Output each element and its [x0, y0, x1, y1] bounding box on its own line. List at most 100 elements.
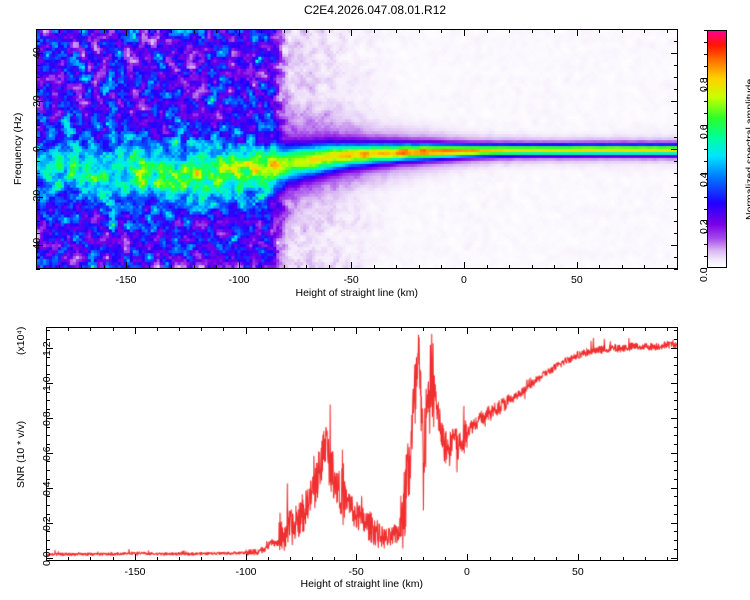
snr-x-minor-tick: [401, 327, 402, 331]
snr-x-minor-tick: [157, 327, 158, 331]
spectrogram-x-major-tick: [126, 262, 127, 269]
spectrogram-x-minor-tick: [261, 29, 262, 33]
spectrogram-x-minor-tick: [441, 265, 442, 269]
snr-x-minor-tick: [379, 327, 380, 331]
snr-x-minor-tick: [46, 557, 47, 561]
spectrogram-x-minor-tick: [171, 265, 172, 269]
snr-x-minor-tick: [290, 557, 291, 561]
colorbar-minor-tick: [704, 89, 707, 90]
colorbar-minor-tick: [704, 209, 707, 210]
snr-x-minor-tick: [645, 327, 646, 331]
spectrogram-y-minor-tick: [36, 137, 40, 138]
spectrogram-y-minor-tick: [674, 41, 678, 42]
snr-y-minor-tick: [46, 540, 50, 541]
spectrogram-x-major-tick: [239, 29, 240, 36]
snr-panel: [46, 327, 678, 561]
spectrogram-y-minor-tick: [36, 233, 40, 234]
spectrogram-y-minor-tick: [36, 113, 40, 114]
spectrogram-y-minor-tick: [36, 209, 40, 210]
snr-y-minor-tick: [46, 392, 50, 393]
spectrogram-x-minor-tick: [149, 29, 150, 33]
snr-y-major-tick: [671, 348, 678, 349]
spectrogram-y-minor-tick: [36, 161, 40, 162]
snr-x-minor-tick: [512, 327, 513, 331]
snr-y-minor-tick: [674, 470, 678, 471]
snr-x-minor-tick: [312, 557, 313, 561]
snr-y-minor-tick: [674, 330, 678, 331]
spectrogram-y-major-tick: [671, 197, 678, 198]
snr-y-minor-tick: [674, 444, 678, 445]
spectrogram-x-minor-tick: [667, 29, 668, 33]
spectrogram-y-minor-tick: [674, 257, 678, 258]
spectrogram-x-minor-tick: [599, 265, 600, 269]
snr-y-minor-tick: [674, 505, 678, 506]
snr-x-minor-tick: [423, 557, 424, 561]
snr-x-minor-tick: [68, 557, 69, 561]
spectrogram-x-minor-tick: [532, 265, 533, 269]
snr-y-minor-tick: [674, 435, 678, 436]
spectrogram-y-major-tick: [36, 101, 43, 102]
spectrogram-y-major-tick: [36, 53, 43, 54]
spectrogram-x-minor-tick: [194, 265, 195, 269]
spectrogram-x-major-tick: [577, 262, 578, 269]
colorbar-major-tick: [701, 173, 707, 174]
colorbar-minor-tick: [704, 185, 707, 186]
spectrogram-y-tick-label: 20: [31, 95, 43, 107]
snr-x-major-tick: [578, 327, 579, 334]
snr-y-minor-tick: [674, 392, 678, 393]
snr-y-minor-tick: [674, 514, 678, 515]
snr-y-major-tick: [671, 383, 678, 384]
spectrogram-x-minor-tick: [306, 29, 307, 33]
spectrogram-x-minor-tick: [59, 29, 60, 33]
snr-x-minor-tick: [113, 557, 114, 561]
colorbar-tick-label: 0.6: [698, 124, 710, 139]
spectrogram-x-minor-tick: [419, 265, 420, 269]
snr-x-major-tick: [135, 554, 136, 561]
snr-y-minor-tick: [46, 470, 50, 471]
spectrogram-x-minor-tick: [509, 29, 510, 33]
snr-x-minor-tick: [534, 557, 535, 561]
snr-y-major-tick: [46, 558, 53, 559]
spectrogram-y-minor-tick: [36, 29, 40, 30]
snr-x-minor-tick: [179, 327, 180, 331]
snr-y-tick-label: 0.2: [41, 515, 53, 531]
spectrogram-y-minor-tick: [36, 89, 40, 90]
snr-y-tick-label: 1.2: [41, 340, 53, 356]
spectrogram-x-minor-tick: [329, 29, 330, 33]
snr-x-minor-tick: [556, 557, 557, 561]
snr-x-major-tick: [356, 327, 357, 334]
snr-x-major-tick: [246, 327, 247, 334]
snr-y-minor-tick: [46, 531, 50, 532]
spectrogram-y-minor-tick: [674, 65, 678, 66]
spectrogram-y-minor-tick: [674, 269, 678, 270]
spectrogram-y-minor-tick: [674, 173, 678, 174]
snr-x-minor-tick: [201, 327, 202, 331]
snr-x-minor-tick: [312, 327, 313, 331]
snr-x-tick-label: -150: [124, 566, 146, 578]
snr-x-minor-tick: [667, 557, 668, 561]
snr-y-minor-tick: [674, 339, 678, 340]
spectrogram-y-minor-tick: [674, 125, 678, 126]
spectrogram-x-minor-tick: [396, 265, 397, 269]
snr-x-minor-tick: [490, 327, 491, 331]
colorbar-major-tick: [701, 78, 707, 79]
snr-y-minor-tick: [46, 435, 50, 436]
spectrogram-x-minor-tick: [194, 29, 195, 33]
snr-y-major-tick: [671, 418, 678, 419]
spectrogram-y-minor-tick: [36, 185, 40, 186]
snr-y-minor-tick: [674, 357, 678, 358]
spectrogram-y-minor-tick: [36, 269, 40, 270]
spectrogram-x-minor-tick: [487, 265, 488, 269]
spectrogram-x-minor-tick: [104, 265, 105, 269]
spectrogram-x-tick-label: -50: [343, 274, 359, 286]
snr-y-minor-tick: [674, 461, 678, 462]
colorbar-minor-tick: [704, 113, 707, 114]
spectrogram-x-minor-tick: [487, 29, 488, 33]
spectrogram-y-major-tick: [671, 101, 678, 102]
spectrogram-y-tick-label: -40: [31, 237, 43, 253]
snr-y-minor-tick: [46, 339, 50, 340]
colorbar-minor-tick: [704, 66, 707, 67]
colorbar-minor-tick: [704, 42, 707, 43]
colorbar-major-tick: [701, 125, 707, 126]
snr-y-minor-tick: [674, 400, 678, 401]
